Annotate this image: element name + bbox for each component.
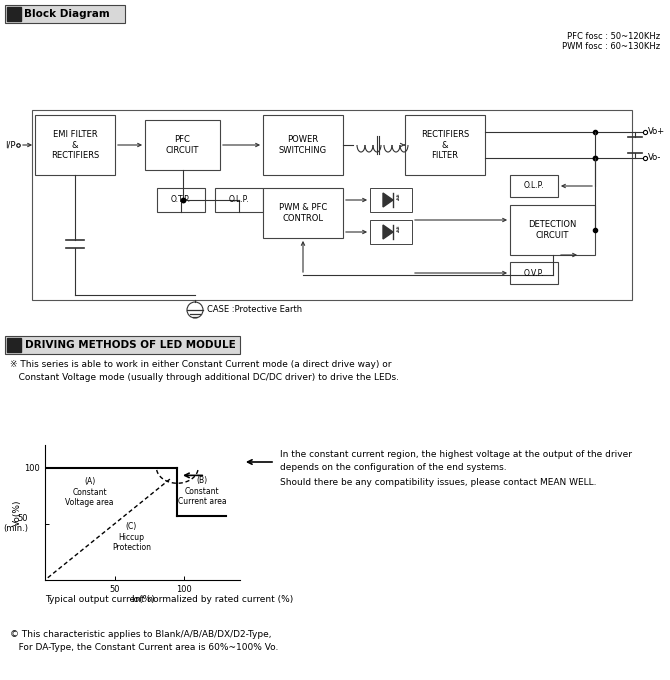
Bar bbox=[510, 175, 558, 197]
Text: © This characteristic applies to Blank/A/B/AB/DX/D2-Type,
   For DA-Type, the Co: © This characteristic applies to Blank/A… bbox=[10, 630, 278, 652]
Bar bbox=[5, 5, 125, 23]
Text: (C)
Hiccup
Protection: (C) Hiccup Protection bbox=[112, 522, 151, 552]
Text: In the constant current region, the highest voltage at the output of the driver
: In the constant current region, the high… bbox=[280, 450, 632, 471]
Text: Block Diagram: Block Diagram bbox=[24, 9, 110, 19]
Text: O.V.P.: O.V.P. bbox=[524, 269, 544, 277]
Text: O.L.P.: O.L.P. bbox=[524, 182, 544, 190]
X-axis label: Io(%): Io(%) bbox=[131, 595, 154, 605]
Y-axis label: Vo(%): Vo(%) bbox=[13, 499, 21, 526]
Text: PFC fosc : 50~120KHz
PWM fosc : 60~130KHz: PFC fosc : 50~120KHz PWM fosc : 60~130KH… bbox=[562, 32, 660, 52]
Bar bbox=[5, 336, 240, 354]
Polygon shape bbox=[383, 193, 393, 207]
Bar bbox=[263, 115, 343, 175]
Text: O.L.P.: O.L.P. bbox=[228, 196, 249, 205]
Bar bbox=[405, 115, 485, 175]
Text: (B)
Constant
Current area: (B) Constant Current area bbox=[178, 476, 226, 506]
Text: CASE :Protective Earth: CASE :Protective Earth bbox=[207, 305, 302, 314]
Bar bbox=[157, 188, 205, 212]
Bar bbox=[7, 338, 21, 352]
Bar bbox=[510, 205, 595, 255]
Text: (A)
Constant
Voltage area: (A) Constant Voltage area bbox=[65, 477, 114, 507]
Text: DRIVING METHODS OF LED MODULE: DRIVING METHODS OF LED MODULE bbox=[25, 340, 236, 350]
Text: EMI FILTER
&
RECTIFIERS: EMI FILTER & RECTIFIERS bbox=[51, 130, 99, 160]
Text: I/P: I/P bbox=[5, 141, 16, 150]
Bar bbox=[370, 188, 412, 212]
Text: RECTIFIERS
&
FILTER: RECTIFIERS & FILTER bbox=[421, 130, 469, 160]
Bar bbox=[370, 220, 412, 244]
Text: Typical output current normalized by rated current (%): Typical output current normalized by rat… bbox=[45, 595, 293, 604]
Text: PFC
CIRCUIT: PFC CIRCUIT bbox=[165, 135, 199, 155]
Text: ※ This series is able to work in either Constant Current mode (a direct drive wa: ※ This series is able to work in either … bbox=[10, 360, 399, 382]
Text: Should there be any compatibility issues, please contact MEAN WELL.: Should there be any compatibility issues… bbox=[280, 478, 596, 487]
Bar bbox=[510, 262, 558, 284]
Text: PWM & PFC
CONTROL: PWM & PFC CONTROL bbox=[279, 203, 327, 223]
Text: 50
(min.): 50 (min.) bbox=[3, 514, 28, 533]
Text: POWER
SWITCHING: POWER SWITCHING bbox=[279, 135, 327, 155]
Text: Vo+: Vo+ bbox=[648, 128, 665, 137]
Text: O.T.P.: O.T.P. bbox=[171, 196, 191, 205]
Bar bbox=[215, 188, 263, 212]
Bar bbox=[32, 110, 632, 300]
Bar bbox=[263, 188, 343, 238]
Bar bbox=[145, 120, 220, 170]
Polygon shape bbox=[383, 225, 393, 239]
Bar bbox=[7, 7, 21, 21]
Text: Vo-: Vo- bbox=[648, 154, 661, 163]
Bar bbox=[35, 115, 115, 175]
Text: DETECTION
CIRCUIT: DETECTION CIRCUIT bbox=[529, 220, 577, 240]
